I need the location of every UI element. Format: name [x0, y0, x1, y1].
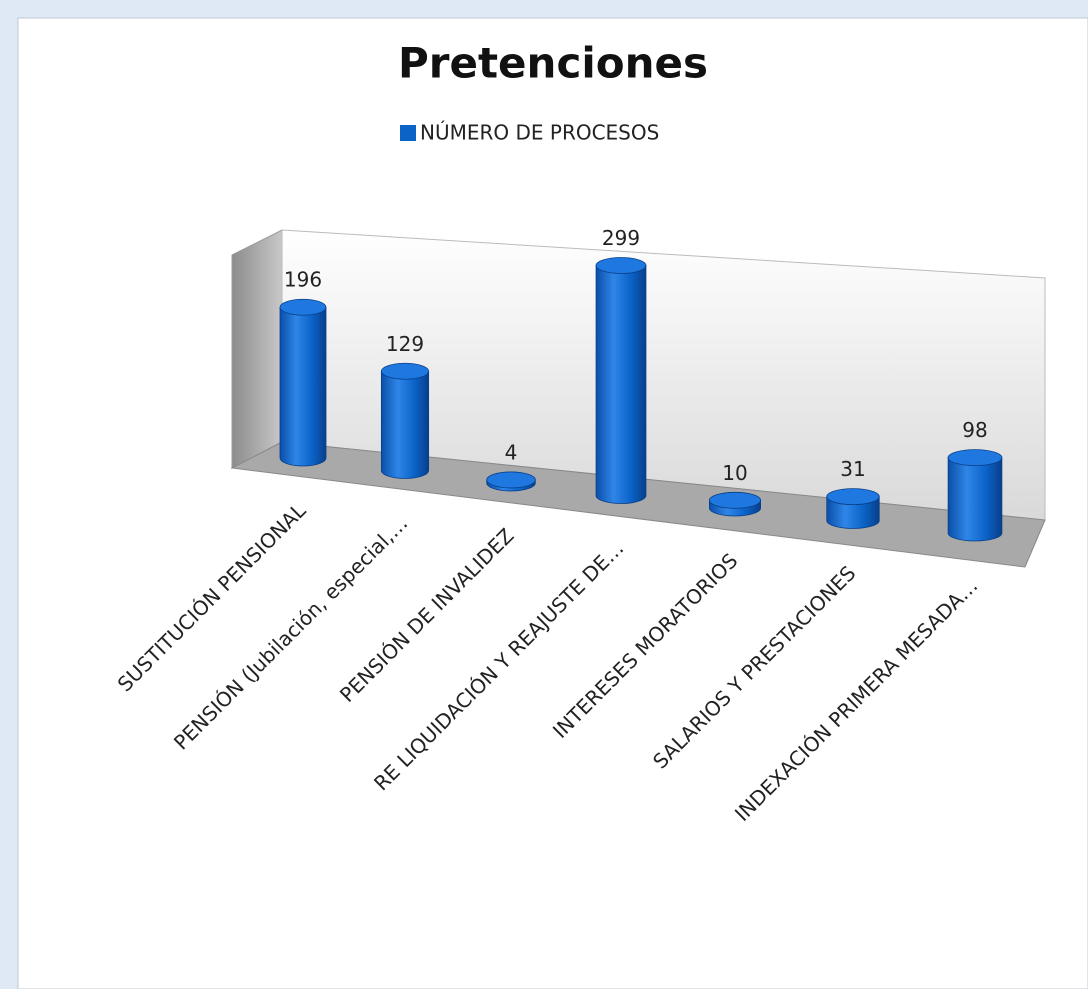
side-wall: [231, 229, 283, 469]
chart-title: Pretenciones: [398, 39, 708, 88]
data-label: 4: [505, 440, 518, 464]
data-label: 10: [722, 461, 747, 485]
bar-top: [595, 257, 647, 274]
bar-top: [279, 298, 327, 316]
data-label: 196: [284, 268, 322, 292]
data-label: 129: [386, 332, 424, 356]
bar-top: [947, 449, 1003, 467]
data-label: 31: [840, 457, 865, 481]
bar-top: [709, 491, 762, 509]
bar: [380, 370, 430, 479]
legend-label: NÚMERO DE PROCESOS: [420, 121, 659, 145]
data-label: 299: [602, 226, 640, 250]
bar: [826, 496, 880, 529]
data-label: 98: [962, 418, 987, 442]
bar: [279, 306, 327, 467]
legend-swatch: [400, 125, 416, 141]
bar-top: [380, 362, 430, 380]
bar-top: [826, 488, 880, 506]
bar: [595, 265, 647, 504]
bar-top: [486, 471, 536, 489]
bar: [947, 457, 1003, 542]
floor: [230, 441, 1046, 568]
